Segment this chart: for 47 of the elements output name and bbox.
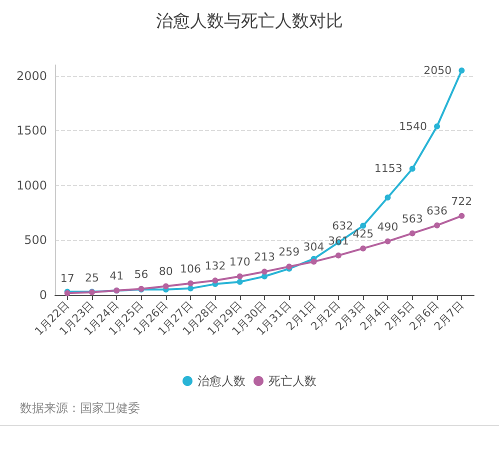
data-label: 636 xyxy=(426,204,448,218)
data-label: 132 xyxy=(204,260,226,273)
point xyxy=(360,245,366,252)
point xyxy=(162,283,169,290)
data-label: 56 xyxy=(134,268,148,281)
data-label: 259 xyxy=(278,246,300,259)
data-label: 170 xyxy=(229,255,250,268)
y-tick-label: 1000 xyxy=(16,178,47,192)
data-label: 106 xyxy=(180,262,202,276)
data-label: 632 xyxy=(332,219,354,232)
data-label: 1153 xyxy=(374,162,402,176)
point xyxy=(188,280,194,286)
y-tick-label: 500 xyxy=(24,233,47,248)
point xyxy=(236,273,243,280)
data-label: 722 xyxy=(451,194,472,208)
data-label: 1540 xyxy=(399,120,428,133)
y-tick-label: 0 xyxy=(39,288,47,302)
point xyxy=(335,252,342,258)
data-label: 80 xyxy=(158,265,173,278)
legend-label: 死亡人数 xyxy=(268,374,316,388)
y-tick-label: 1500 xyxy=(16,124,47,138)
legend-label: 治愈人数 xyxy=(198,374,246,388)
data-label: 2050 xyxy=(424,64,452,77)
point xyxy=(434,222,440,228)
point xyxy=(262,268,268,275)
point xyxy=(236,278,243,285)
data-label: 213 xyxy=(254,250,275,264)
data-label: 25 xyxy=(84,271,99,284)
point xyxy=(458,212,465,219)
point xyxy=(458,67,465,74)
data-label: 563 xyxy=(402,212,423,226)
data-label: 304 xyxy=(303,240,324,254)
point xyxy=(384,238,391,244)
point xyxy=(360,222,366,229)
point xyxy=(212,278,218,284)
chart-title: 治愈人数与死亡人数对比 xyxy=(156,12,343,32)
point xyxy=(310,258,317,265)
point xyxy=(409,230,416,236)
point xyxy=(409,166,416,172)
data-label: 425 xyxy=(352,227,374,240)
point xyxy=(434,123,440,130)
y-tick-label: 2000 xyxy=(16,68,47,83)
point xyxy=(384,194,391,201)
data-label: 490 xyxy=(377,220,398,234)
data-label: 41 xyxy=(110,270,124,283)
data-label: 17 xyxy=(60,272,74,286)
source-note: 数据来源：国家卫健委 xyxy=(20,400,141,417)
